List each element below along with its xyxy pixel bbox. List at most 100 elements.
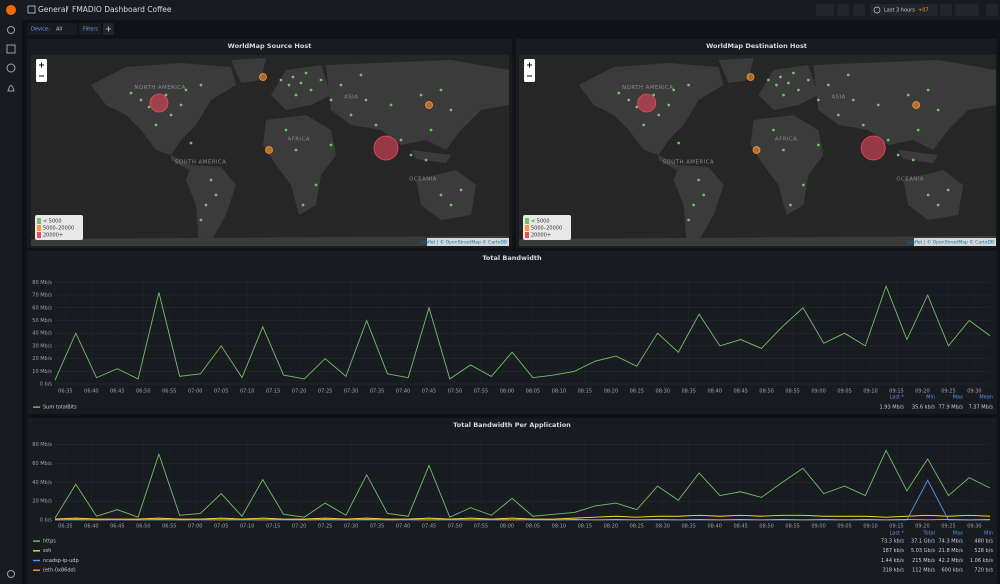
legend-label[interactable]: ssh <box>43 548 51 554</box>
panel-title: WorldMap Source Host <box>228 42 312 50</box>
map-marker <box>906 93 910 97</box>
map-land <box>758 65 819 110</box>
x-tick-label: 07:05 <box>214 389 228 395</box>
legend-value: 37.1 Gb/s <box>911 539 935 545</box>
map-marker <box>424 158 428 162</box>
dashboard-title[interactable]: FMADIO Dashboard Coffee <box>72 5 172 14</box>
map-land <box>750 115 824 215</box>
legend-label[interactable]: Sum totalBits <box>43 405 77 411</box>
zoom-control[interactable] <box>36 59 47 82</box>
explore-icon[interactable] <box>6 63 16 73</box>
map-marker <box>209 178 213 182</box>
map-legend <box>35 215 83 240</box>
legend-header[interactable]: Min <box>926 395 935 401</box>
legend-value: 187 kb/s <box>883 548 905 554</box>
map-marker <box>787 81 790 85</box>
dashboards-icon[interactable] <box>6 44 16 54</box>
filters-variable[interactable] <box>79 23 101 35</box>
zoom-out-button[interactable] <box>940 4 952 16</box>
map-marker <box>912 101 921 109</box>
filters-label: Filters <box>83 27 98 33</box>
map-marker <box>399 138 403 142</box>
x-tick-label: 09:05 <box>837 524 851 530</box>
map-marker <box>851 98 855 102</box>
map-marker <box>926 193 930 197</box>
x-tick-label: 08:10 <box>552 389 566 395</box>
legend-header[interactable]: Total <box>922 531 935 537</box>
device-variable[interactable] <box>27 23 77 35</box>
legend-value: 77.9 Mb/s <box>939 405 964 411</box>
legend-header[interactable]: Max <box>953 531 963 537</box>
legend-header[interactable]: Last * <box>889 531 904 537</box>
x-tick-label: 07:20 <box>292 524 306 530</box>
map-marker <box>309 88 313 92</box>
legend-label[interactable]: (eth:0x86dd) <box>43 568 76 574</box>
map-legend-label: 5000–20000 <box>531 226 562 232</box>
map-marker <box>657 113 661 117</box>
map-marker <box>329 143 333 147</box>
map-marker <box>836 113 840 117</box>
save-button[interactable] <box>837 4 849 16</box>
map-land <box>263 115 336 215</box>
time-picker[interactable] <box>870 4 938 16</box>
search-icon[interactable] <box>7 26 15 34</box>
x-tick-label: 07:50 <box>448 524 462 530</box>
device-label: Device: <box>31 27 50 33</box>
legend-label[interactable]: https <box>43 539 56 545</box>
map-marker <box>374 123 378 127</box>
map-marker <box>439 88 443 92</box>
map-marker <box>916 128 920 132</box>
y-tick-label: 60 Mb/s <box>32 461 52 467</box>
map-marker <box>896 153 900 157</box>
map-marker <box>459 188 463 192</box>
panel-title: WorldMap Destination Host <box>706 42 807 50</box>
legend-label[interactable]: ncadsp-ip-udp <box>43 558 79 564</box>
region-label: NORTH AMERICA <box>134 85 185 91</box>
x-tick-label: 08:50 <box>759 524 773 530</box>
alert-icon[interactable] <box>7 85 15 92</box>
map-marker <box>139 98 143 102</box>
map-marker <box>617 91 621 95</box>
x-tick-label: 08:00 <box>500 524 514 530</box>
map-marker <box>637 93 657 113</box>
add-panel-button[interactable] <box>816 4 834 16</box>
map-marker <box>301 203 305 207</box>
settings-button[interactable] <box>853 4 865 16</box>
y-tick-label: 50 Mb/s <box>32 318 52 324</box>
logo[interactable] <box>6 5 16 15</box>
legend-swatch <box>525 232 529 238</box>
legend-header[interactable]: Min <box>984 531 993 537</box>
legend-value: 318 kb/s <box>883 568 905 574</box>
legend-header[interactable]: Max <box>953 395 963 401</box>
tv-mode-button[interactable] <box>986 4 998 16</box>
x-tick-label: 08:15 <box>578 389 592 395</box>
map-marker <box>789 203 792 207</box>
x-tick-label: 07:55 <box>474 389 488 395</box>
x-tick-label: 08:40 <box>707 389 721 395</box>
device-value[interactable]: All <box>56 27 62 33</box>
legend-swatch <box>33 550 40 552</box>
legend-value: 112 Mb/s <box>912 568 935 574</box>
map-marker <box>652 93 656 97</box>
map-marker <box>782 93 785 97</box>
legend-header[interactable]: Mean <box>979 395 993 401</box>
refresh-button[interactable] <box>955 4 979 16</box>
legend-value: 21.8 Mb/s <box>939 548 964 554</box>
legend-value: 74.3 Mb/s <box>939 539 964 545</box>
breadcrumb[interactable]: General <box>38 5 68 14</box>
map-marker <box>154 123 158 127</box>
settings-icon[interactable] <box>7 570 15 578</box>
x-tick-label: 08:45 <box>733 389 747 395</box>
grid-icon <box>27 5 36 14</box>
map-land <box>718 58 754 83</box>
map-marker <box>687 83 691 87</box>
y-tick-label: 70 Mb/s <box>32 293 52 299</box>
zoom-in <box>39 62 44 68</box>
y-tick-label: 40 Mb/s <box>32 480 52 486</box>
map-land <box>813 60 996 150</box>
legend-header[interactable]: Last * <box>889 395 904 401</box>
x-tick-label: 09:00 <box>811 389 825 395</box>
map-marker <box>287 83 291 87</box>
zoom-control[interactable] <box>524 59 535 82</box>
x-tick-label: 07:50 <box>448 389 462 395</box>
